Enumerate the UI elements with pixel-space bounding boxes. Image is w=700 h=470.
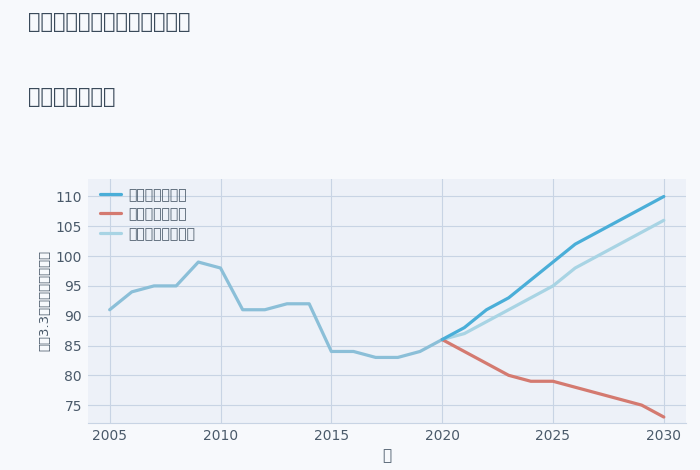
グッドシナリオ — [638, 205, 646, 211]
ノーマルシナリオ — [638, 229, 646, 235]
グッドシナリオ — [505, 295, 513, 301]
バッドシナリオ — [460, 349, 468, 354]
バッドシナリオ — [482, 360, 491, 366]
Line: バッドシナリオ: バッドシナリオ — [442, 339, 664, 417]
バッドシナリオ — [615, 396, 624, 402]
バッドシナリオ — [638, 402, 646, 408]
Text: 土地の価格推移: 土地の価格推移 — [28, 87, 116, 107]
グッドシナリオ — [549, 259, 557, 265]
Legend: グッドシナリオ, バッドシナリオ, ノーマルシナリオ: グッドシナリオ, バッドシナリオ, ノーマルシナリオ — [100, 188, 195, 241]
ノーマルシナリオ — [438, 337, 447, 342]
ノーマルシナリオ — [615, 242, 624, 247]
ノーマルシナリオ — [505, 307, 513, 313]
ノーマルシナリオ — [526, 295, 535, 301]
ノーマルシナリオ — [593, 253, 601, 259]
グッドシナリオ — [460, 325, 468, 330]
グッドシナリオ — [593, 229, 601, 235]
グッドシナリオ — [571, 242, 580, 247]
バッドシナリオ — [571, 384, 580, 390]
グッドシナリオ — [659, 194, 668, 199]
バッドシナリオ — [593, 391, 601, 396]
グッドシナリオ — [526, 277, 535, 283]
ノーマルシナリオ — [549, 283, 557, 289]
グッドシナリオ — [438, 337, 447, 342]
バッドシナリオ — [526, 378, 535, 384]
Line: グッドシナリオ: グッドシナリオ — [442, 196, 664, 339]
X-axis label: 年: 年 — [382, 448, 391, 463]
ノーマルシナリオ — [659, 218, 668, 223]
グッドシナリオ — [615, 218, 624, 223]
グッドシナリオ — [482, 307, 491, 313]
バッドシナリオ — [505, 373, 513, 378]
ノーマルシナリオ — [571, 265, 580, 271]
Y-axis label: 坪（3.3㎡）単価（万円）: 坪（3.3㎡）単価（万円） — [38, 250, 51, 352]
バッドシナリオ — [659, 414, 668, 420]
バッドシナリオ — [549, 378, 557, 384]
ノーマルシナリオ — [482, 319, 491, 324]
Text: 神奈川県横浜市南区共進町の: 神奈川県横浜市南区共進町の — [28, 12, 190, 32]
Line: ノーマルシナリオ: ノーマルシナリオ — [442, 220, 664, 339]
バッドシナリオ — [438, 337, 447, 342]
ノーマルシナリオ — [460, 331, 468, 337]
